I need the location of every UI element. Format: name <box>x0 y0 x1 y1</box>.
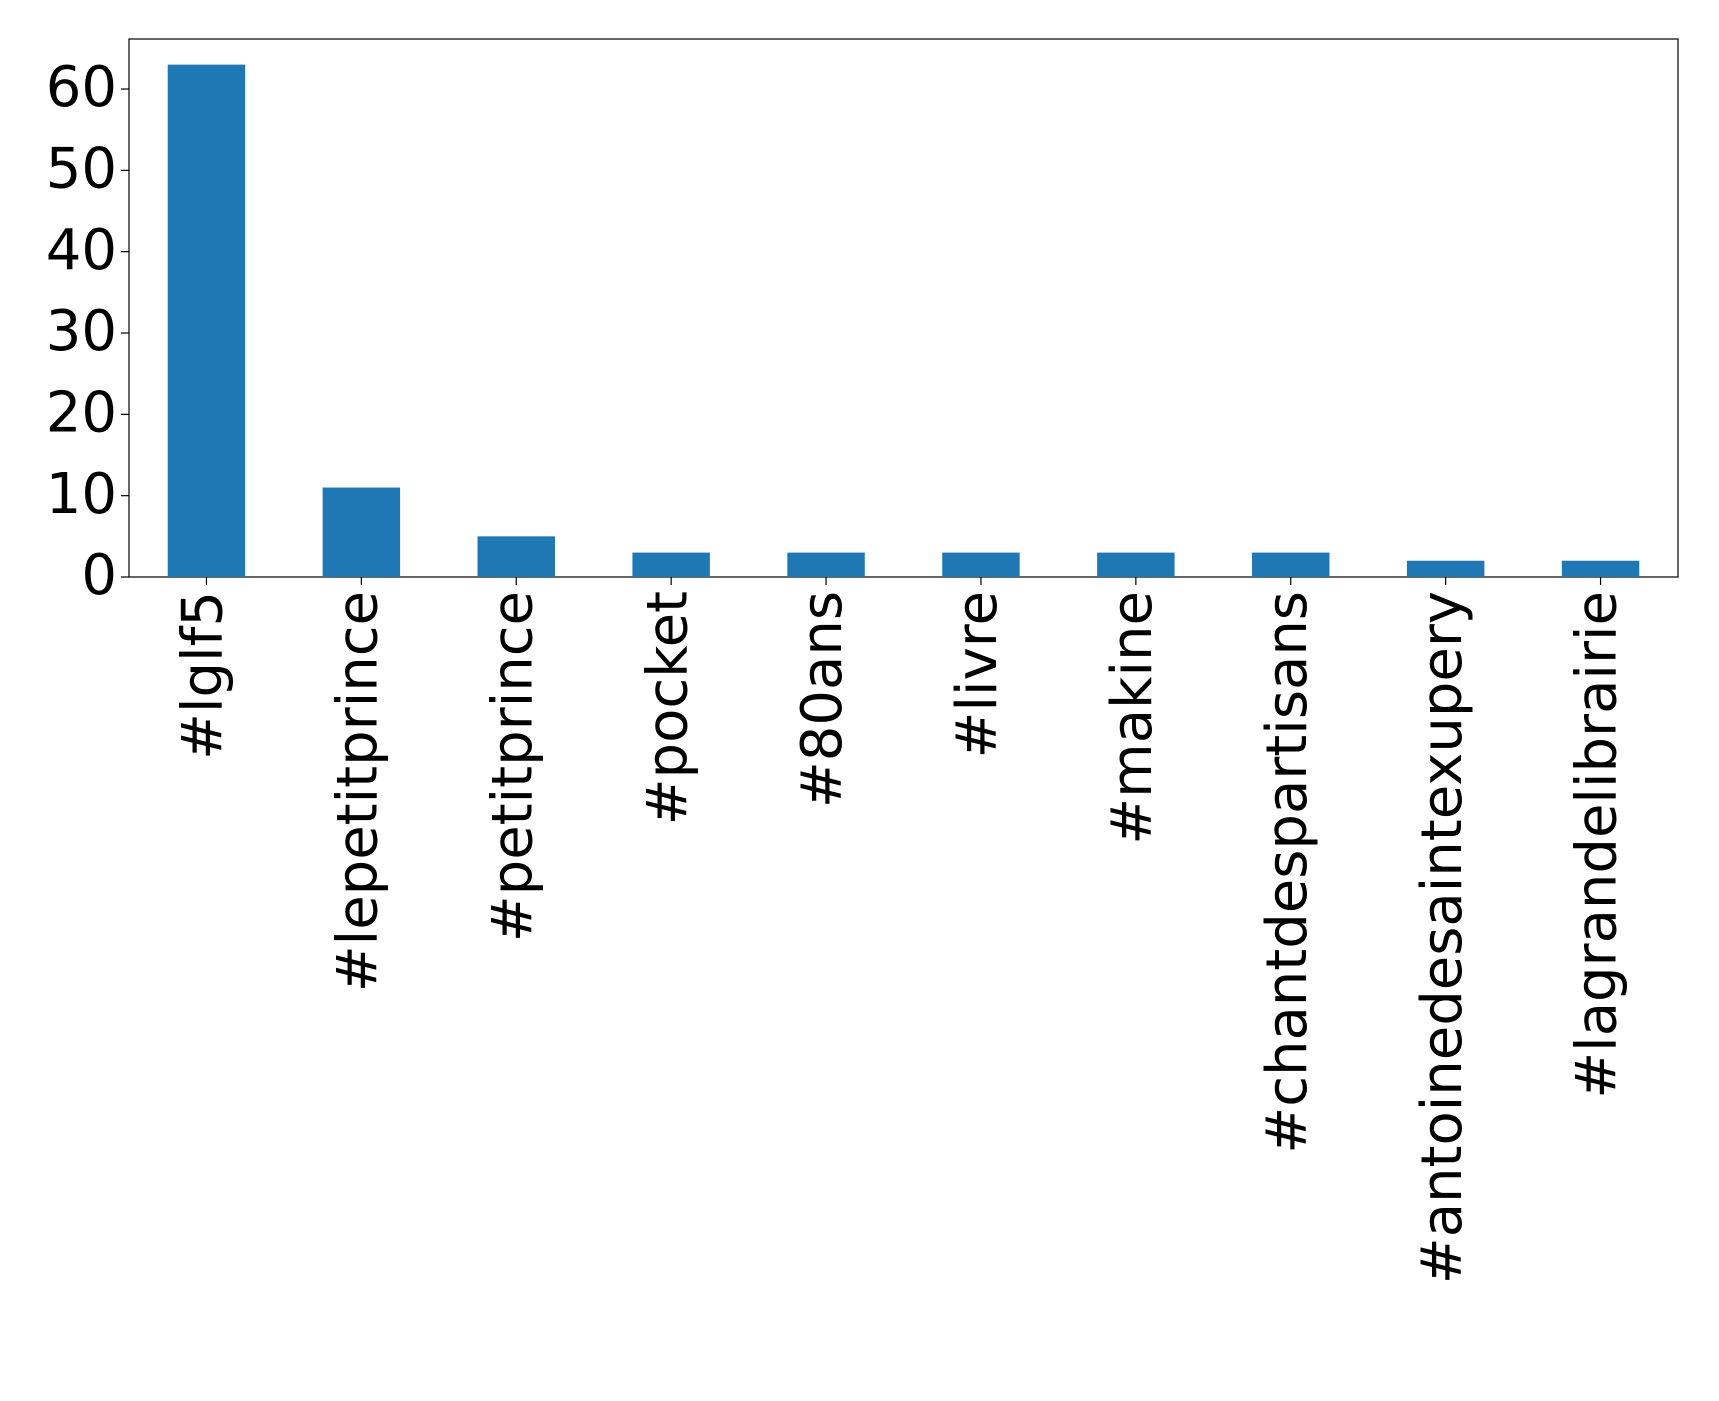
bar <box>1406 560 1485 577</box>
bar <box>167 64 246 578</box>
x-tick-label: #80ans <box>790 591 855 808</box>
bar <box>942 552 1020 577</box>
bar <box>1097 552 1175 577</box>
x-tick-label: #lagrandelibrairie <box>1565 591 1630 1099</box>
x-tick-label: #lglf5 <box>171 591 236 760</box>
x-tick-label: #chantdespartisans <box>1255 591 1320 1154</box>
y-tick-label: 20 <box>46 380 117 445</box>
bar <box>322 487 401 577</box>
y-tick-label: 60 <box>46 55 117 120</box>
x-tick-label: #livre <box>945 591 1010 758</box>
y-tick-label: 50 <box>46 136 117 201</box>
y-tick-label: 40 <box>46 218 117 283</box>
x-tick-label: #pocket <box>635 591 700 825</box>
bar <box>1561 560 1640 577</box>
y-tick-label: 30 <box>46 299 117 364</box>
y-tick-label: 0 <box>81 543 117 608</box>
x-tick-label: #petitprince <box>480 591 545 942</box>
bar <box>1252 552 1330 577</box>
bar <box>787 552 865 577</box>
x-tick-label: #antoinedesaintexupery <box>1410 591 1475 1284</box>
bar <box>632 552 710 577</box>
y-tick-label: 10 <box>46 462 117 527</box>
plot-frame <box>128 38 1679 578</box>
x-tick-label: #makine <box>1100 591 1165 845</box>
bar <box>477 536 555 577</box>
x-tick-label: #lepetitprince <box>325 591 390 992</box>
